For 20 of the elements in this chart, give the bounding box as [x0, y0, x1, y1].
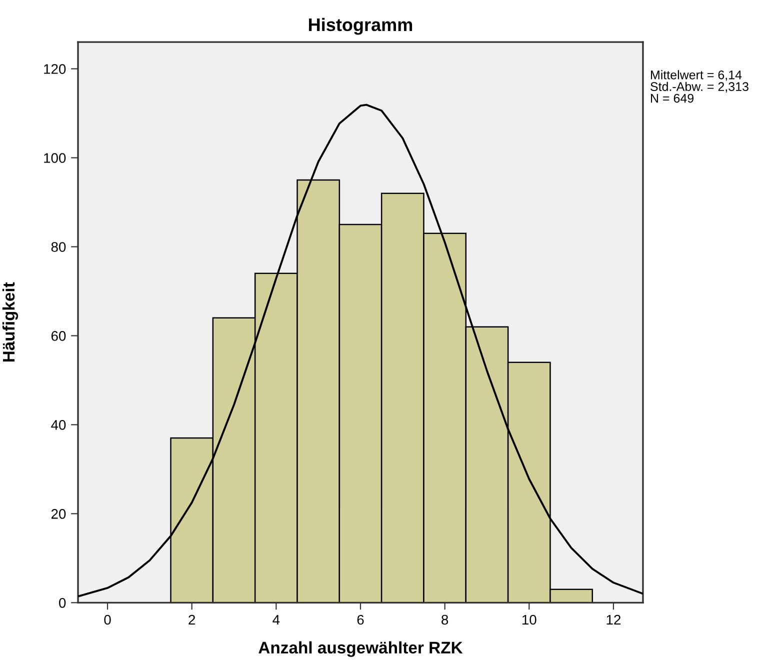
- text: N = 649: [650, 94, 694, 103]
- text: Mittelwert = 6,14: [650, 70, 742, 81]
- y-tick-label: 60: [51, 331, 66, 341]
- y-tick-label: 100: [44, 153, 66, 163]
- x-tick-label: 10: [522, 614, 536, 625]
- y-tick-label: 120: [44, 64, 66, 74]
- y-tick-label: 80: [51, 242, 66, 252]
- y-tick-label: 0: [59, 598, 66, 608]
- y-tick-label: 40: [51, 420, 66, 430]
- x-tick-label: 12: [606, 614, 620, 625]
- x-tick-label: 4: [272, 614, 280, 625]
- text: Std.-Abw. = 2,313: [650, 82, 748, 92]
- x-tick-label: 6: [357, 614, 364, 625]
- chart-title: Histogramm: [309, 18, 412, 35]
- x-tick-label: 0: [104, 614, 111, 625]
- x-tick-label: 8: [442, 614, 448, 625]
- x-tick-label: 2: [188, 614, 196, 625]
- x-axis-title: Anzahl ausgewählter RZK: [258, 641, 463, 657]
- y-tick-label: 20: [51, 509, 66, 519]
- y-axis-title: Häufigkeit: [2, 282, 18, 362]
